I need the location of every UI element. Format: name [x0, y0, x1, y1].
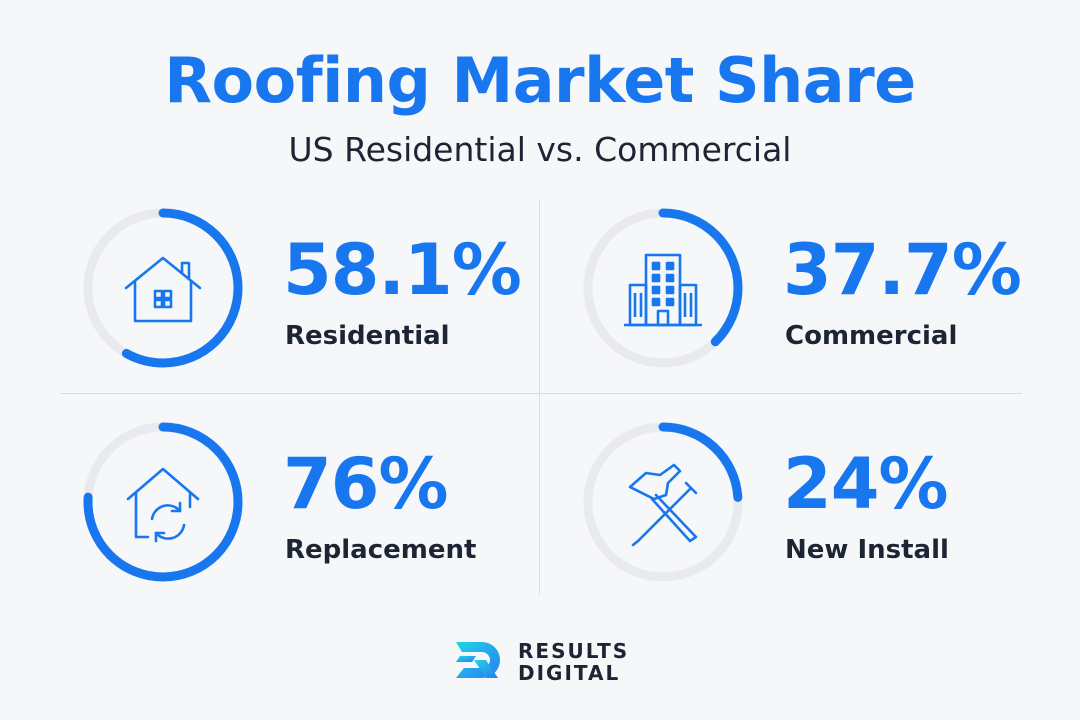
progress-ring [78, 417, 248, 587]
ring-arc [83, 208, 243, 368]
hammer-nail-icon [616, 455, 710, 549]
logo-line1: RESULTS [518, 639, 630, 663]
progress-ring [578, 417, 748, 587]
logo-wordmark: RESULTS DIGITAL [518, 640, 629, 684]
results-digital-logo-icon [456, 642, 500, 678]
ring-arc [583, 208, 743, 368]
ring-arc [83, 422, 243, 582]
page-subtitle: US Residential vs. Commercial [288, 130, 792, 169]
house-icon [116, 241, 210, 335]
office-building-icon [616, 241, 710, 335]
horizontal-divider [60, 393, 1022, 394]
stat-commercial: 37.7% Commercial [578, 203, 1048, 388]
stat-label: New Install [785, 535, 949, 565]
stat-label: Replacement [285, 535, 477, 565]
stat-value: 58.1% [283, 229, 522, 311]
page-title: Roofing Market Share [164, 44, 916, 117]
progress-ring [78, 203, 248, 373]
vertical-divider [539, 200, 540, 595]
stat-new-install: 24% New Install [578, 417, 1048, 602]
stat-label: Residential [285, 321, 450, 351]
ring-arc [583, 422, 743, 582]
progress-ring [578, 203, 748, 373]
house-refresh-icon [116, 455, 210, 549]
stat-replacement: 76% Replacement [78, 417, 548, 602]
stat-residential: 58.1% Residential [78, 203, 548, 388]
stat-value: 76% [283, 443, 449, 525]
stat-value: 37.7% [783, 229, 1022, 311]
stat-label: Commercial [785, 321, 958, 351]
stat-value: 24% [783, 443, 949, 525]
logo-line2: DIGITAL [518, 661, 621, 685]
results-digital-logo: RESULTS DIGITAL [452, 636, 642, 688]
